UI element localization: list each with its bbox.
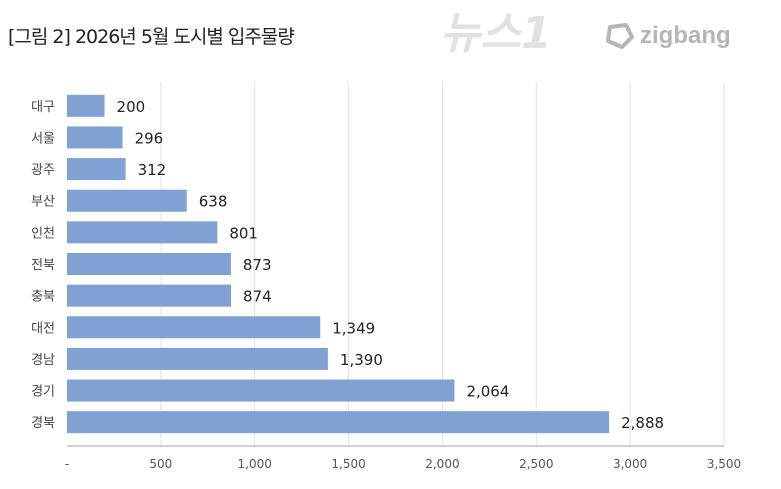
x-tick-label: 2,000 <box>425 457 459 471</box>
category-label: 대구 <box>31 100 55 115</box>
category-label: 대전 <box>31 321 55 336</box>
x-tick-label: 1,000 <box>238 457 272 471</box>
data-label: 2,064 <box>466 383 509 401</box>
bar <box>67 126 123 149</box>
x-tick-label: 2,500 <box>519 457 553 471</box>
bar <box>67 189 187 212</box>
data-label: 874 <box>243 288 272 306</box>
zigbang-logo-icon <box>606 23 634 49</box>
data-label: 2,888 <box>621 414 664 432</box>
data-label: 200 <box>117 98 146 116</box>
category-label: 충북 <box>31 290 55 305</box>
bar <box>67 316 321 339</box>
bar <box>67 158 126 181</box>
data-label: 638 <box>199 193 228 211</box>
x-tick-label: 1,500 <box>331 457 365 471</box>
data-label: 801 <box>229 224 258 242</box>
data-label: 873 <box>243 256 272 274</box>
category-label: 인천 <box>31 226 55 241</box>
bar <box>67 221 218 244</box>
category-label: 전북 <box>31 258 55 273</box>
category-label: 경기 <box>31 385 55 400</box>
bar <box>67 284 232 307</box>
category-label: 경북 <box>31 416 55 431</box>
x-tick-label: 500 <box>149 457 172 471</box>
data-label: 296 <box>135 129 164 147</box>
category-label: 서울 <box>31 131 55 146</box>
bar <box>67 94 105 117</box>
zigbang-logo: zigbang <box>604 22 731 50</box>
bar <box>67 347 328 370</box>
data-label: 312 <box>138 161 167 179</box>
logo-text: zigbang <box>640 22 731 49</box>
data-label: 1,349 <box>332 319 375 337</box>
category-label: 부산 <box>31 195 55 210</box>
chart-title: [그림 2] 2026년 5월 도시별 입주물량 <box>8 26 295 48</box>
category-label: 광주 <box>31 163 55 178</box>
x-tick-label: - <box>65 457 69 471</box>
data-label: 1,390 <box>340 351 383 369</box>
x-tick-label: 3,000 <box>613 457 647 471</box>
news1-watermark: 뉴스1 <box>440 8 552 59</box>
x-tick-label: 3,500 <box>707 457 741 471</box>
bar <box>67 411 610 434</box>
bar <box>67 253 231 275</box>
category-label: 경남 <box>31 353 55 368</box>
bar <box>67 379 455 402</box>
